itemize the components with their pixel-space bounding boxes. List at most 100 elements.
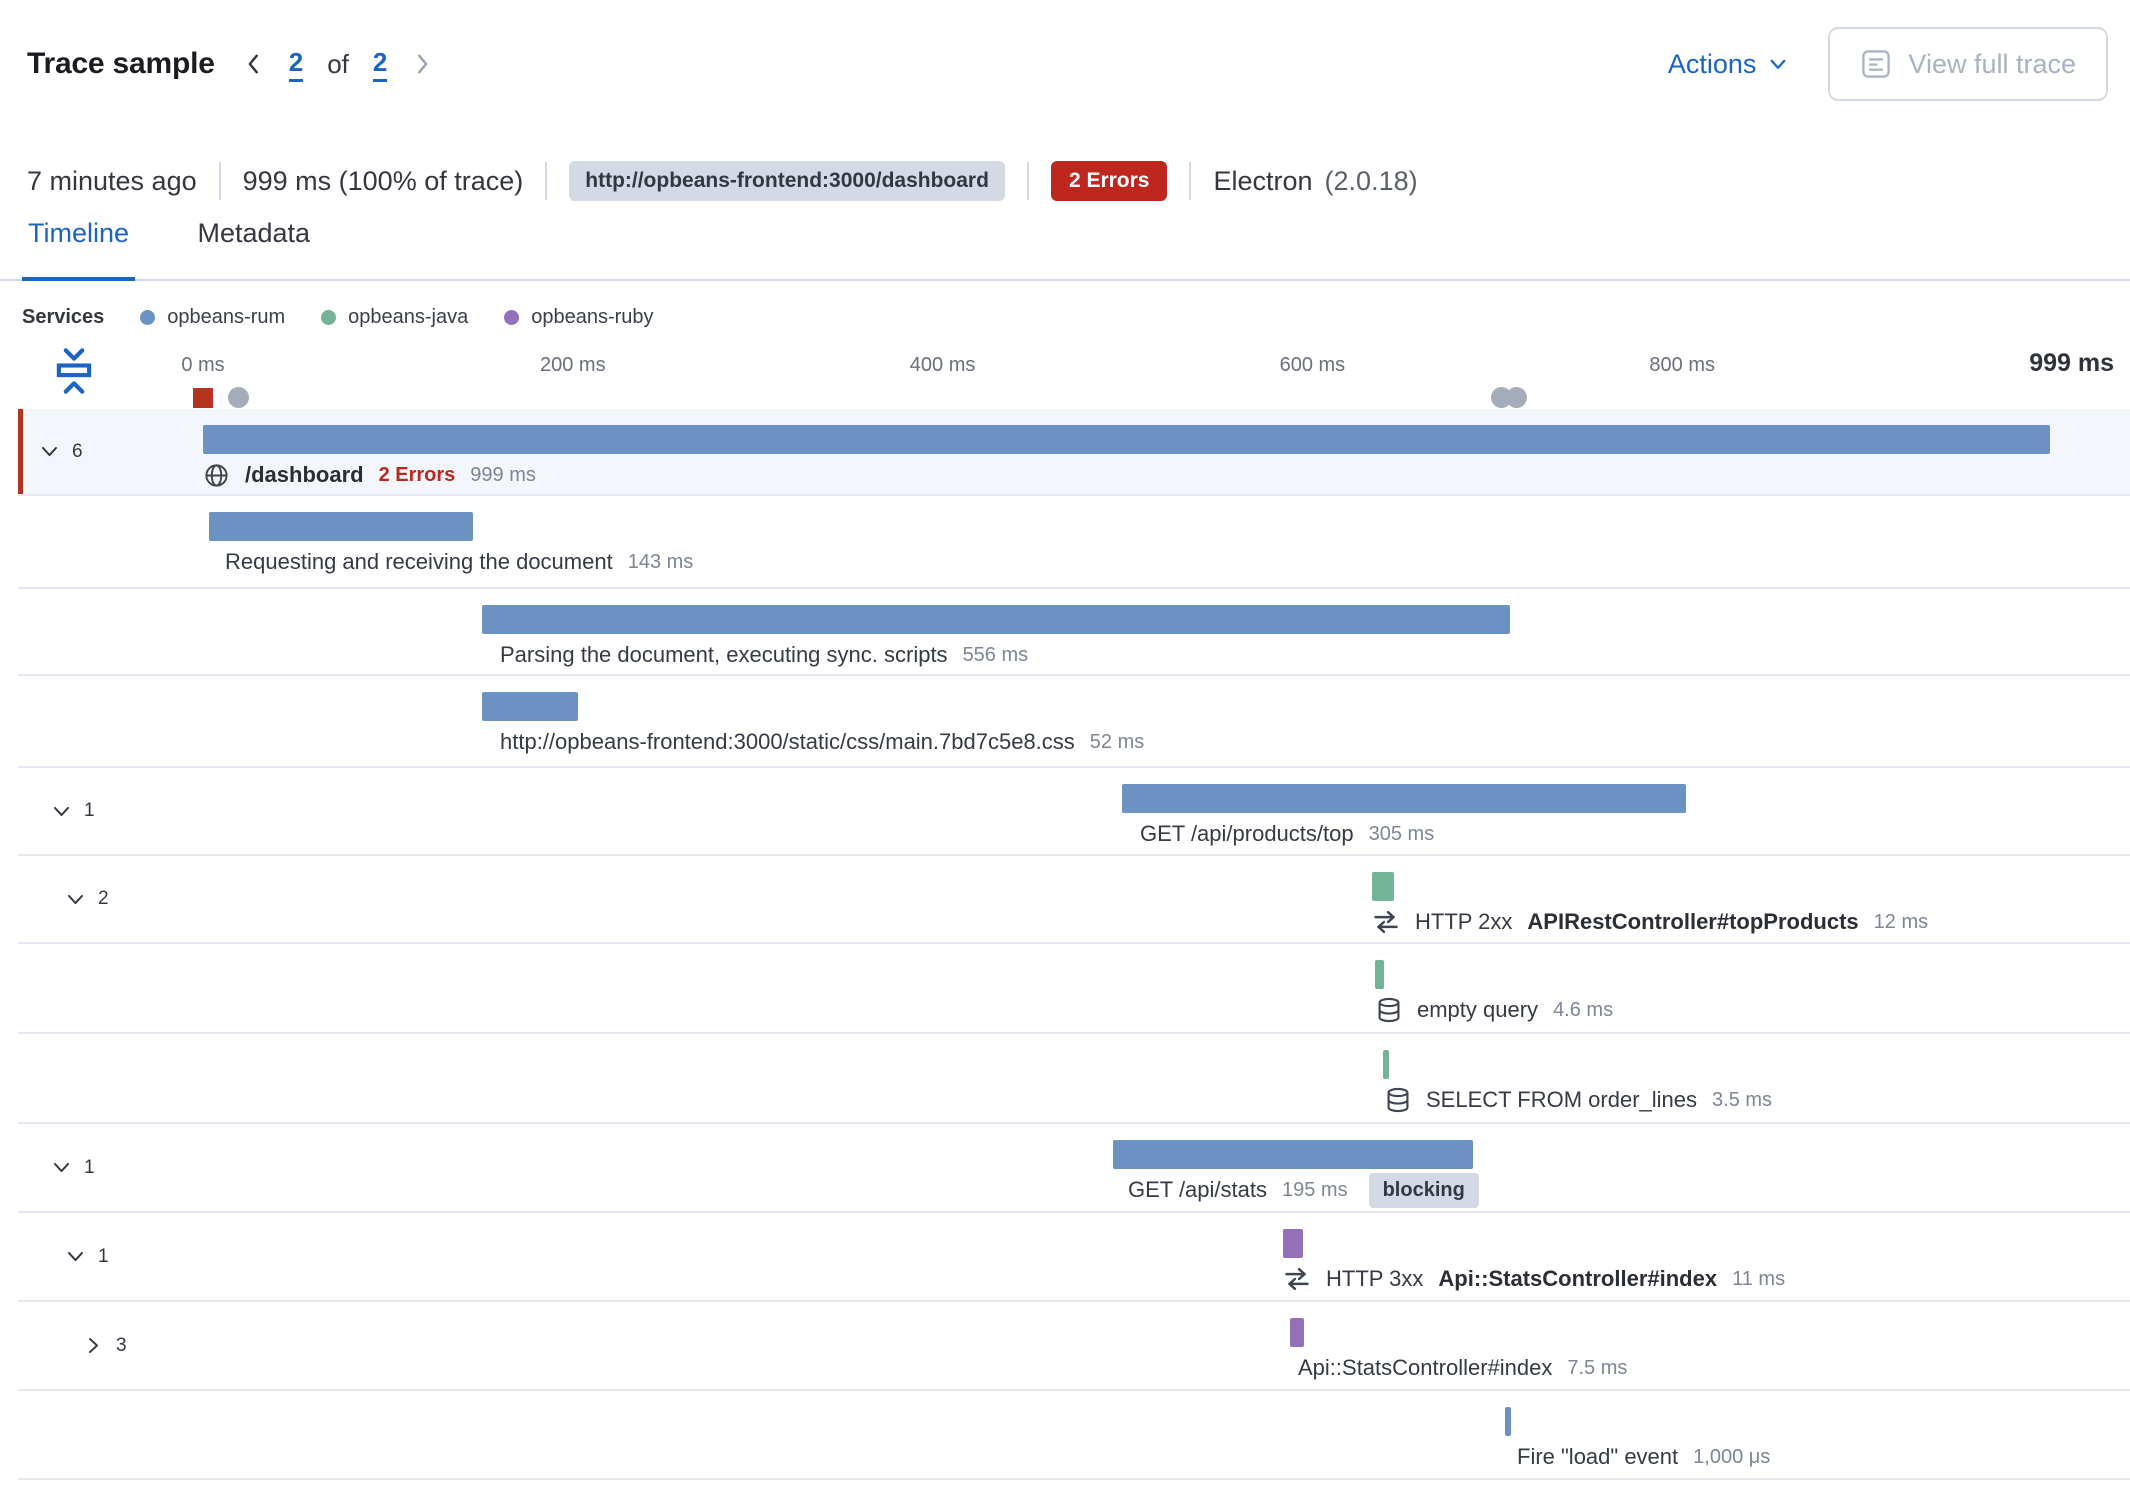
waterfall-item-label[interactable]: Parsing the document, executing sync. sc…: [500, 637, 1028, 673]
item-name: Api::StatsController#index: [1298, 1355, 1553, 1380]
prev-trace-button[interactable]: [243, 53, 265, 75]
item-duration: 4.6 ms: [1553, 998, 1614, 1021]
chevron-down-icon: [52, 802, 71, 821]
user-agent: Electron (2.0.18): [1213, 166, 1417, 197]
waterfall-item-label[interactable]: SELECT FROM order_lines 3.5 ms: [1385, 1082, 1772, 1118]
collapse-all-button[interactable]: [52, 346, 96, 396]
database-icon: [1376, 997, 1402, 1023]
span-bar[interactable]: [1290, 1318, 1305, 1347]
item-name: Parsing the document, executing sync. sc…: [500, 642, 948, 667]
service-dot-icon: [140, 310, 156, 325]
divider: [1026, 162, 1029, 200]
result-prefix: HTTP 2xx: [1415, 909, 1513, 934]
view-full-trace-button[interactable]: View full trace: [1828, 27, 2108, 101]
next-trace-button[interactable]: [411, 53, 433, 75]
globe-icon: [203, 462, 230, 489]
waterfall-item-label[interactable]: Requesting and receiving the document 143…: [225, 544, 693, 580]
waterfall-row: 1 HTTP 3xx Api::StatsController#index 11 ms: [18, 1213, 2130, 1302]
waterfall-item-label[interactable]: HTTP 3xx Api::StatsController#index 11 ms: [1283, 1261, 1785, 1297]
divider: [1189, 162, 1192, 200]
item-name: Requesting and receiving the document: [225, 549, 613, 574]
actions-menu-button[interactable]: Actions: [1668, 49, 1789, 80]
accordion-toggle[interactable]: 2: [66, 888, 109, 910]
total-sample-link[interactable]: 2: [372, 47, 388, 82]
waterfall-item-label[interactable]: GET /api/products/top 305 ms: [1140, 816, 1434, 852]
agent-mark-icon[interactable]: [228, 387, 250, 408]
item-name: /dashboard: [245, 462, 364, 487]
span-bar[interactable]: [482, 692, 579, 721]
waterfall-item-label[interactable]: HTTP 2xx APIRestController#topProducts 12 …: [1372, 904, 1928, 940]
error-mark-icon[interactable]: [193, 388, 213, 408]
service-dot-icon: [321, 310, 337, 325]
trace-document-icon: [1862, 50, 1891, 78]
chevron-down-icon: [1771, 59, 1786, 69]
span-bar[interactable]: [1371, 872, 1394, 901]
axis-tick-label: 400 ms: [909, 354, 976, 376]
span-bar[interactable]: [208, 512, 473, 541]
child-count: 1: [84, 800, 95, 821]
span-bar[interactable]: [482, 605, 1511, 634]
errors-badge[interactable]: 2 Errors: [1050, 161, 1168, 201]
waterfall-row: 1 GET /api/products/top 305 ms: [18, 768, 2130, 856]
accordion-toggle[interactable]: 1: [52, 1157, 95, 1179]
waterfall-item-label[interactable]: http://opbeans-frontend:3000/static/css/…: [500, 724, 1144, 760]
service-dot-icon: [504, 310, 520, 325]
url-badge: http://opbeans-frontend:3000/dashboard: [569, 161, 1005, 201]
item-duration: 11 ms: [1732, 1267, 1786, 1290]
child-count: 1: [84, 1156, 95, 1178]
span-bar[interactable]: [1375, 960, 1384, 989]
item-name: Fire "load" event: [1517, 1444, 1679, 1469]
waterfall-row: Fire "load" event 1,000 μs: [18, 1391, 2130, 1480]
transaction-icon: [1283, 1265, 1311, 1293]
tab-timeline[interactable]: Timeline: [22, 210, 136, 281]
chevron-down-icon: [66, 890, 85, 909]
waterfall-item-label[interactable]: Fire "load" event 1,000 μs: [1517, 1439, 1770, 1475]
blocking-badge: blocking: [1368, 1172, 1479, 1208]
span-bar[interactable]: [1382, 1050, 1390, 1079]
span-bar[interactable]: [203, 425, 2051, 454]
axis-tick-label: 0 ms: [181, 354, 225, 376]
child-count: 1: [98, 1245, 109, 1267]
error-accent-bar: [18, 409, 23, 494]
accordion-toggle[interactable]: 6: [40, 441, 83, 463]
view-full-trace-label: View full trace: [1908, 48, 2076, 79]
child-count: 2: [98, 888, 109, 909]
span-bar[interactable]: [1504, 1407, 1511, 1436]
header: Trace sample 2 of 2 Actions: [27, 26, 2108, 102]
tab-metadata[interactable]: Metadata: [197, 218, 311, 248]
span-bar[interactable]: [1112, 1140, 1474, 1169]
waterfall-item-label[interactable]: GET /api/stats 195 ms blocking: [1128, 1172, 1479, 1208]
item-duration: 1,000 μs: [1693, 1445, 1771, 1468]
accordion-toggle[interactable]: 3: [84, 1335, 127, 1357]
axis-tick-label: 800 ms: [1649, 354, 1715, 376]
waterfall-row: http://opbeans-frontend:3000/static/css/…: [18, 676, 2130, 768]
accordion-toggle[interactable]: 1: [66, 1246, 109, 1268]
page-title: Trace sample: [27, 47, 215, 80]
chevron-right-icon: [418, 54, 428, 74]
agent-mark-icon[interactable]: [1505, 387, 1527, 408]
tab-bar: Timeline Metadata: [0, 210, 2130, 281]
waterfall-item-label[interactable]: Api::StatsController#index 7.5 ms: [1298, 1350, 1627, 1386]
divider: [218, 162, 221, 200]
chevron-down-icon: [40, 442, 59, 461]
span-bar[interactable]: [1282, 1229, 1304, 1258]
span-bar[interactable]: [1121, 784, 1686, 813]
item-duration: 12 ms: [1873, 910, 1929, 933]
item-errors-label: 2 Errors: [378, 463, 456, 486]
accordion-toggle[interactable]: 1: [52, 800, 95, 822]
trace-duration-summary: 999 ms (100% of trace): [242, 165, 524, 196]
current-sample-link[interactable]: 2: [288, 47, 304, 82]
transaction-icon: [1372, 908, 1400, 936]
trace-summary-bar: 7 minutes ago 999 ms (100% of trace) htt…: [27, 158, 1418, 204]
item-name: Api::StatsController#index: [1438, 1266, 1718, 1291]
waterfall-row: 2 HTTP 2xx APIRestController#topProducts 12…: [18, 856, 2130, 944]
waterfall-row: 6/dashboard 2 Errors 999 ms: [18, 409, 2130, 496]
item-duration: 556 ms: [962, 643, 1029, 666]
item-name: empty query: [1417, 997, 1539, 1022]
waterfall-item-label[interactable]: empty query 4.6 ms: [1376, 992, 1613, 1028]
chevron-left-icon: [248, 54, 258, 74]
waterfall-row: Parsing the document, executing sync. sc…: [18, 589, 2130, 676]
waterfall-item-label[interactable]: /dashboard 2 Errors 999 ms: [203, 457, 536, 493]
